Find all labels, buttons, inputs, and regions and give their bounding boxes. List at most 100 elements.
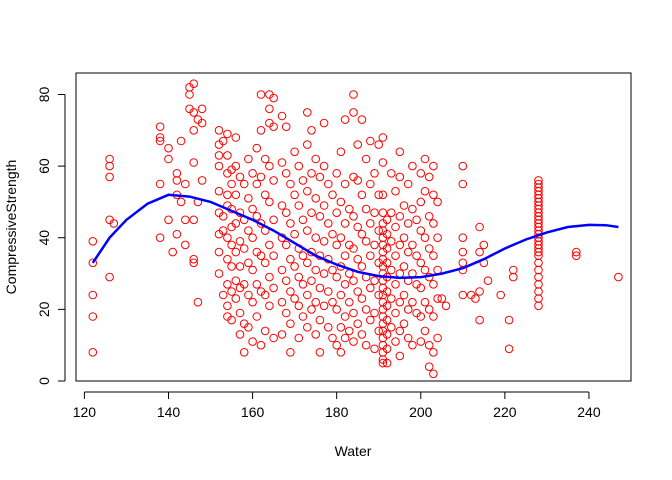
data-point bbox=[429, 369, 438, 379]
data-point bbox=[572, 251, 581, 260]
data-point bbox=[315, 348, 325, 357]
data-point bbox=[319, 269, 329, 278]
data-point bbox=[109, 219, 119, 228]
data-point bbox=[265, 301, 274, 311]
data-point bbox=[294, 201, 304, 210]
data-point bbox=[399, 233, 409, 242]
data-point bbox=[265, 272, 274, 282]
data-point bbox=[534, 294, 543, 303]
data-point bbox=[189, 258, 198, 268]
data-point bbox=[416, 226, 426, 235]
data-point bbox=[164, 215, 173, 225]
data-point bbox=[248, 233, 257, 242]
data-point bbox=[307, 169, 316, 178]
data-point bbox=[155, 133, 165, 142]
data-point bbox=[189, 254, 198, 264]
data-point bbox=[534, 265, 543, 275]
data-point bbox=[424, 362, 434, 372]
data-point bbox=[227, 287, 236, 296]
data-point bbox=[227, 240, 236, 250]
data-point bbox=[408, 297, 417, 307]
data-point bbox=[235, 237, 245, 246]
y-tick-label: 60 bbox=[36, 158, 52, 174]
data-point bbox=[214, 161, 224, 171]
data-point bbox=[420, 265, 430, 275]
data-point bbox=[332, 305, 342, 314]
data-point bbox=[286, 254, 295, 264]
data-point bbox=[458, 258, 468, 268]
data-point bbox=[366, 315, 375, 325]
data-point bbox=[290, 262, 299, 271]
data-point bbox=[361, 305, 371, 314]
data-point bbox=[252, 312, 262, 321]
data-point bbox=[88, 237, 98, 246]
data-point bbox=[378, 158, 388, 167]
data-point bbox=[534, 251, 543, 260]
data-point bbox=[395, 297, 405, 307]
data-point bbox=[172, 169, 182, 178]
data-point bbox=[248, 204, 257, 214]
data-point bbox=[281, 276, 291, 286]
data-point bbox=[420, 326, 430, 336]
data-point bbox=[471, 294, 480, 303]
data-point bbox=[416, 197, 426, 207]
data-point bbox=[307, 126, 316, 135]
x-tick-label: 180 bbox=[325, 404, 349, 420]
data-point bbox=[172, 229, 182, 239]
data-point bbox=[155, 233, 165, 242]
data-point bbox=[534, 190, 543, 200]
data-point bbox=[319, 301, 329, 311]
data-point bbox=[504, 315, 514, 325]
data-point bbox=[290, 190, 299, 200]
data-point bbox=[286, 179, 295, 189]
data-point bbox=[357, 294, 367, 303]
data-point bbox=[416, 283, 426, 293]
data-point bbox=[366, 251, 375, 260]
data-point bbox=[281, 240, 291, 250]
data-point bbox=[395, 147, 405, 157]
data-point bbox=[534, 247, 543, 257]
data-point bbox=[315, 283, 325, 293]
y-tick-label: 0 bbox=[36, 377, 52, 385]
data-point bbox=[332, 169, 342, 178]
data-point bbox=[269, 283, 278, 293]
data-point bbox=[357, 229, 367, 239]
data-point bbox=[244, 258, 253, 268]
data-point bbox=[231, 190, 241, 200]
data-point bbox=[223, 254, 232, 264]
data-point bbox=[340, 179, 350, 189]
data-point bbox=[214, 126, 224, 135]
data-point bbox=[256, 172, 266, 182]
data-point bbox=[311, 194, 321, 203]
data-point bbox=[315, 212, 325, 221]
data-point bbox=[265, 104, 274, 114]
data-point bbox=[374, 190, 384, 200]
data-point bbox=[105, 161, 114, 171]
data-point bbox=[370, 276, 379, 286]
data-point bbox=[260, 154, 270, 164]
data-point bbox=[311, 330, 321, 339]
data-point bbox=[387, 323, 396, 332]
data-point bbox=[366, 219, 375, 228]
data-point bbox=[332, 340, 342, 350]
data-point bbox=[353, 254, 363, 264]
data-point bbox=[265, 197, 274, 207]
data-point bbox=[416, 258, 426, 268]
data-point bbox=[319, 118, 329, 128]
data-point bbox=[231, 294, 241, 303]
data-point bbox=[269, 176, 278, 185]
data-point bbox=[403, 219, 413, 228]
data-point bbox=[181, 215, 190, 225]
data-point bbox=[475, 222, 484, 232]
data-point bbox=[361, 340, 371, 350]
data-point bbox=[458, 290, 468, 300]
data-point bbox=[324, 219, 333, 228]
data-point bbox=[307, 208, 316, 217]
data-point bbox=[382, 358, 392, 368]
data-point bbox=[458, 161, 468, 171]
data-point bbox=[378, 358, 388, 368]
data-point bbox=[277, 330, 287, 339]
data-point bbox=[239, 244, 249, 253]
data-point bbox=[281, 208, 291, 217]
data-point bbox=[256, 251, 266, 260]
